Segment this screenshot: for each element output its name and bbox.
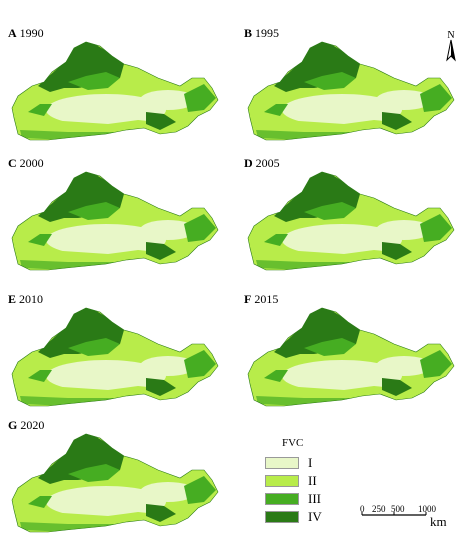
panel-label: F 2015	[244, 292, 279, 306]
fvc-map	[8, 168, 233, 276]
panel-label: G 2020	[8, 418, 45, 432]
north-arrow-icon: N	[446, 30, 456, 62]
map-panel-a: A 1990	[8, 26, 233, 146]
legend-swatch-iv	[265, 511, 299, 523]
map-panel-d: D 2005	[244, 156, 469, 276]
fvc-map	[8, 304, 233, 412]
north-label: N	[447, 30, 454, 41]
panel-label: B 1995	[244, 26, 280, 40]
fvc-map	[8, 430, 233, 538]
panel-label: C 2000	[8, 156, 44, 170]
scale-bar: 0 250 500 1000 km	[360, 504, 447, 529]
panel-label: A 1990	[8, 26, 44, 40]
panel-label: E 2010	[8, 292, 44, 306]
scale-tick-0: 0	[360, 504, 365, 514]
scale-tick-1000: 1000	[418, 504, 437, 514]
legend-swatch-i	[265, 457, 299, 469]
legend-label-iv: IV	[308, 509, 322, 524]
legend-label-i: I	[308, 455, 313, 470]
fvc-map	[8, 38, 233, 146]
map-panel-g: G 2020	[8, 418, 233, 538]
scale-tick-250: 250	[372, 504, 386, 514]
fvc-map	[244, 168, 469, 276]
panel-label: D 2005	[244, 156, 280, 170]
legend-swatch-iii	[265, 493, 299, 505]
map-panel-c: C 2000	[8, 156, 233, 276]
legend-swatch-ii	[265, 475, 299, 487]
legend-label-iii: III	[308, 491, 321, 506]
map-panel-e: E 2010	[8, 292, 233, 412]
scale-tick-500: 500	[391, 504, 405, 514]
map-panel-b: B 1995	[244, 26, 469, 146]
scale-unit: km	[430, 514, 447, 529]
fvc-map	[244, 38, 469, 146]
map-panel-f: F 2015	[244, 292, 469, 412]
legend-label-ii: II	[308, 473, 317, 488]
fvc-map	[244, 304, 469, 412]
legend-title: FVC	[282, 437, 304, 449]
